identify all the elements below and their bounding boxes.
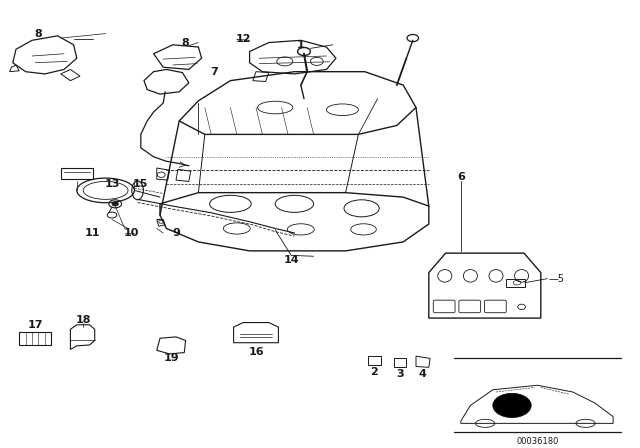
Text: 2: 2 bbox=[371, 367, 378, 377]
Text: 7: 7 bbox=[211, 67, 218, 77]
Text: 16: 16 bbox=[248, 347, 264, 357]
Text: 9: 9 bbox=[172, 228, 180, 238]
Text: —5: —5 bbox=[548, 274, 564, 284]
Text: 8: 8 bbox=[182, 38, 189, 47]
Text: 10: 10 bbox=[124, 228, 139, 238]
Text: 00036180: 00036180 bbox=[516, 437, 559, 446]
Text: 13: 13 bbox=[104, 179, 120, 189]
Text: 14: 14 bbox=[284, 255, 299, 265]
Text: 3: 3 bbox=[396, 369, 404, 379]
Text: 17: 17 bbox=[28, 320, 43, 330]
Text: 15: 15 bbox=[133, 179, 148, 189]
Text: 12: 12 bbox=[236, 34, 251, 44]
Ellipse shape bbox=[112, 202, 118, 206]
Text: 4: 4 bbox=[419, 369, 426, 379]
Text: 18: 18 bbox=[76, 315, 91, 325]
Text: 1: 1 bbox=[297, 40, 305, 50]
Text: 8: 8 bbox=[35, 29, 42, 39]
Ellipse shape bbox=[493, 393, 531, 418]
Text: 11: 11 bbox=[85, 228, 100, 238]
Text: 19: 19 bbox=[164, 353, 179, 363]
Text: 6: 6 bbox=[457, 172, 465, 182]
